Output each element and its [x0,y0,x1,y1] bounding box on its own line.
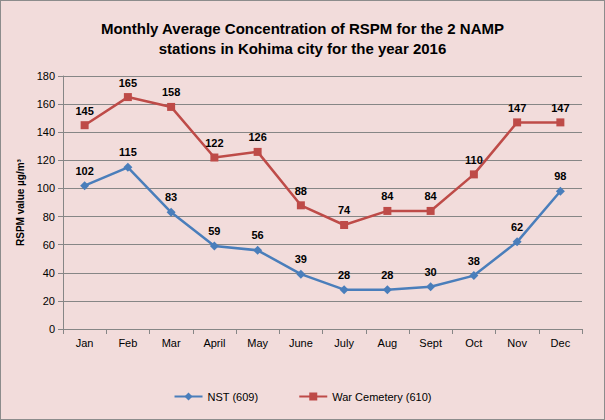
svg-text:38: 38 [468,255,480,267]
svg-text:84: 84 [425,190,438,202]
svg-text:Mar: Mar [162,337,181,349]
svg-text:102: 102 [75,165,93,177]
svg-text:stations in Kohima city for th: stations in Kohima city for the year 201… [159,40,447,57]
svg-text:July: July [334,337,354,349]
svg-text:30: 30 [425,266,437,278]
svg-text:28: 28 [381,269,393,281]
svg-text:40: 40 [43,267,55,279]
svg-text:Oct: Oct [465,337,482,349]
svg-text:May: May [247,337,268,349]
svg-text:115: 115 [119,146,137,158]
svg-text:62: 62 [511,221,523,233]
svg-text:84: 84 [381,190,394,202]
svg-text:122: 122 [205,137,223,149]
svg-text:War Cemetery (610): War Cemetery (610) [332,391,431,403]
svg-text:98: 98 [554,170,566,182]
svg-text:110: 110 [465,154,483,166]
svg-text:April: April [203,337,225,349]
svg-text:120: 120 [37,154,55,166]
svg-text:Aug: Aug [378,337,398,349]
svg-text:100: 100 [37,182,55,194]
svg-text:147: 147 [551,102,569,114]
svg-text:39: 39 [295,253,307,265]
svg-text:Jan: Jan [76,337,94,349]
svg-text:80: 80 [43,211,55,223]
svg-text:Nov: Nov [507,337,527,349]
svg-text:180: 180 [37,70,55,82]
svg-text:140: 140 [37,126,55,138]
svg-text:126: 126 [248,131,266,143]
svg-text:74: 74 [338,204,351,216]
svg-text:83: 83 [165,191,177,203]
svg-text:60: 60 [43,239,55,251]
svg-text:Dec: Dec [551,337,571,349]
svg-text:Monthly Average Concentration: Monthly Average Concentration of RSPM fo… [101,20,504,37]
svg-text:160: 160 [37,98,55,110]
svg-text:59: 59 [208,225,220,237]
svg-text:20: 20 [43,295,55,307]
svg-text:88: 88 [295,185,307,197]
svg-text:145: 145 [75,105,93,117]
svg-text:0: 0 [49,323,55,335]
svg-text:NST (609): NST (609) [208,391,259,403]
svg-text:158: 158 [162,86,180,98]
svg-text:56: 56 [252,229,264,241]
svg-text:June: June [289,337,313,349]
svg-text:147: 147 [508,102,526,114]
svg-text:Feb: Feb [118,337,137,349]
svg-text:28: 28 [338,269,350,281]
svg-text:Sept: Sept [419,337,442,349]
svg-text:165: 165 [119,77,137,89]
svg-text:RSPM value µg/m³: RSPM value µg/m³ [15,158,26,246]
